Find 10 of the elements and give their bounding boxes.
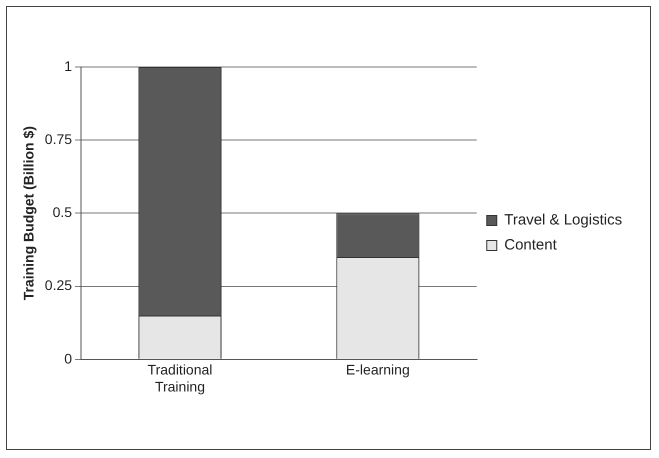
y-tick-label: 0.75 [44,130,72,147]
legend-label: Content [504,236,558,254]
x-tick-label: E-learning [346,362,410,378]
y-tick-label: 0.25 [44,277,72,294]
y-axis-title: Training Budget (Billion $) [20,126,36,300]
y-tick-label: 0 [64,350,72,366]
y-tick-label: 0.5 [52,204,72,220]
x-tick-label: Traditional Training [148,362,212,394]
y-tick-label: 1 [64,58,72,74]
legend-label: Travel & Logistics [504,212,622,229]
